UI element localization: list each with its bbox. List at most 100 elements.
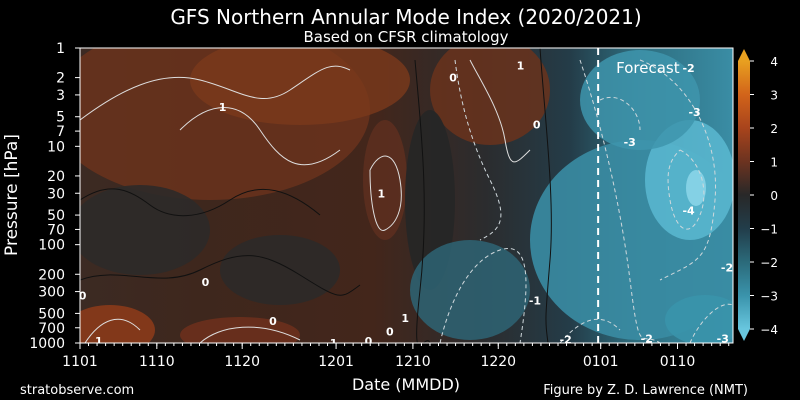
plot-frame [79, 47, 734, 344]
credit-right: Figure by Z. D. Lawrence (NMT) [543, 383, 748, 398]
y-tick-label: 7 [56, 124, 65, 140]
contour-label: 1 [377, 187, 385, 200]
x-tick-label: 1101 [62, 354, 98, 370]
x-tick-label: 1210 [395, 354, 431, 370]
contour-line [539, 48, 552, 343]
x-axis: 1101 1110 1120 1201 1210 1220 0101 0110 [62, 343, 730, 370]
contour-label: -4 [682, 205, 695, 218]
x-axis-label: Date (MMDD) [352, 375, 460, 394]
colorbar-tick-label: 2 [770, 122, 778, 136]
contour-lines [80, 48, 733, 343]
neutral-region [220, 235, 340, 305]
contour-label: 1 [401, 312, 409, 325]
y-tick-label: 1 [56, 41, 65, 57]
contour-label: 1 [95, 335, 103, 348]
contour-line [689, 303, 733, 343]
colorbar-ticks: 4 3 2 1 0 −1 −2 −3 −4 [750, 55, 778, 337]
contour-line [369, 155, 402, 231]
contour-line [579, 59, 661, 343]
contour-line [199, 326, 301, 343]
colorbar-extend-bottom [738, 329, 750, 341]
contour-label: 0 [449, 72, 457, 85]
y-tick-label: 20 [47, 169, 65, 185]
contour-label: -2 [641, 333, 653, 346]
x-tick-label: 0101 [583, 354, 619, 370]
x-tick-label: 0110 [660, 354, 696, 370]
contour-label: -3 [624, 136, 636, 149]
negative-anomaly-region [580, 50, 700, 150]
positive-anomaly-region [190, 48, 410, 125]
contour-line [639, 59, 717, 281]
forecast-label: Forecast [616, 59, 680, 77]
y-tick-label: 10 [47, 139, 65, 155]
x-tick-label: 1220 [480, 354, 516, 370]
chart-title: GFS Northern Annular Mode Index (2020/20… [170, 5, 641, 29]
y-tick-label: 3 [56, 88, 65, 104]
contour-line [80, 188, 321, 217]
contour-label: -3 [717, 333, 729, 346]
contour-label: 0 [533, 119, 541, 132]
credit-left: stratobserve.com [20, 383, 134, 398]
x-tick-label: 1120 [224, 354, 260, 370]
contour-line [414, 59, 431, 343]
contour-line [599, 96, 641, 131]
x-tick-label: 1110 [139, 354, 175, 370]
negative-anomaly-region [686, 170, 706, 206]
neutral-region [80, 185, 210, 275]
negative-anomaly-region [665, 295, 733, 343]
contour-label: 1 [330, 337, 338, 350]
x-tick-label: 1201 [318, 354, 354, 370]
colorbar-tick-label: 3 [770, 89, 778, 103]
colorbar-tick-label: 4 [770, 55, 778, 69]
contour-line [80, 65, 351, 121]
contour-line [454, 59, 502, 241]
contour-label: -2 [721, 261, 733, 274]
contour-label: -2 [560, 333, 572, 346]
contour-label: 1 [219, 101, 227, 114]
contour-line [469, 59, 531, 163]
y-tick-label: 700 [38, 321, 65, 337]
y-tick-label: 5 [56, 110, 65, 126]
colorbar-extend-top [738, 49, 750, 61]
y-axis-label: Pressure [hPa] [2, 134, 22, 256]
colorbar-tick-label: −2 [760, 256, 778, 270]
negative-anomaly-region [410, 240, 530, 340]
contour-label: 0 [202, 276, 210, 289]
contour-line [559, 318, 621, 343]
contour-label: 0 [365, 335, 373, 348]
contour-label: 0 [79, 290, 87, 303]
colorbar-tick-label: −1 [760, 223, 778, 237]
contour-line [439, 248, 527, 343]
colorbar-tick-label: 1 [770, 156, 778, 170]
y-tick-label: 30 [47, 186, 65, 202]
y-tick-label: 100 [38, 238, 65, 254]
contour-line [84, 318, 141, 343]
y-tick-label: 1000 [29, 336, 65, 352]
neutral-region [405, 110, 455, 290]
contour-line [80, 255, 361, 296]
y-tick-label: 300 [38, 285, 65, 301]
contour-label: 0 [269, 315, 277, 328]
colorbar-tick-label: −4 [760, 323, 778, 337]
contour-label: -1 [529, 295, 541, 308]
colorbar-tick-label: −3 [760, 290, 778, 304]
y-tick-label: 200 [38, 267, 65, 283]
contour-label: -3 [688, 106, 700, 119]
positive-anomaly-region [363, 120, 407, 240]
contour-line [179, 107, 341, 166]
y-tick-label: 70 [47, 222, 65, 238]
colorbar-tick-label: 0 [770, 189, 778, 203]
contour-label: -2 [682, 62, 694, 75]
y-tick-label: 2 [56, 71, 65, 87]
positive-anomaly-region [180, 317, 300, 343]
chart-subtitle: Based on CFSR climatology [303, 28, 508, 46]
contour-label: 0 [386, 325, 394, 338]
y-tick-label: 50 [47, 208, 65, 224]
colorbar-body [738, 61, 750, 329]
y-tick-label: 500 [38, 306, 65, 322]
contour-label: 1 [517, 59, 525, 72]
